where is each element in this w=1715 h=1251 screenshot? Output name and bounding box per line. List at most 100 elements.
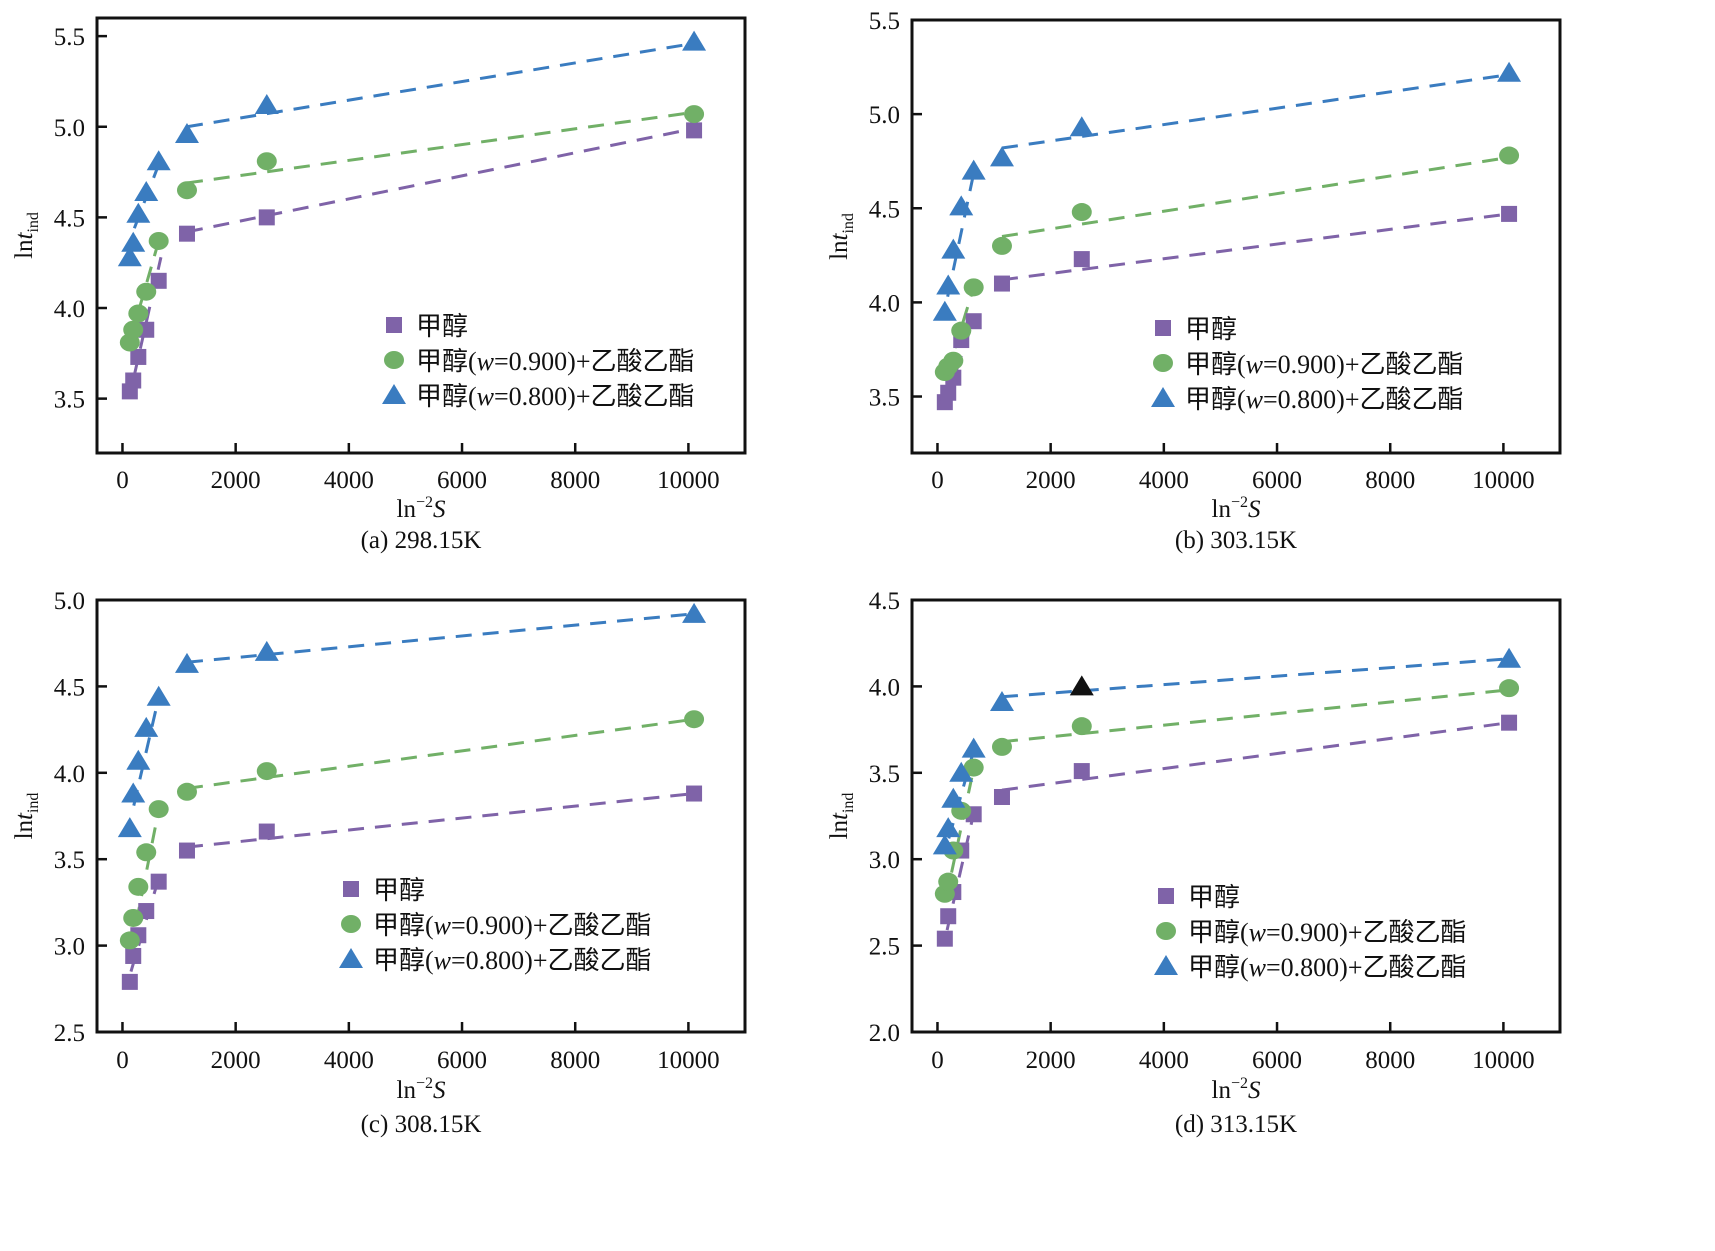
legend-marker-1 <box>1155 320 1171 336</box>
legend-marker-1 <box>343 881 359 897</box>
y-tick-label: 5.0 <box>869 102 900 129</box>
x-tick-label: 8000 <box>550 1047 600 1074</box>
x-tick-label: 8000 <box>1365 467 1415 494</box>
fit-line-series-3 <box>947 748 976 839</box>
data-point-series-1 <box>1501 205 1518 222</box>
data-point-series-3 <box>941 238 966 259</box>
y-tick-label: 3.0 <box>869 847 900 874</box>
x-tick-label: 0 <box>116 1047 129 1074</box>
legend-label-3: 甲醇(w=0.800)+乙酸乙酯 <box>416 382 695 411</box>
x-tick-label: 6000 <box>437 1047 487 1074</box>
data-point-series-2 <box>148 800 169 819</box>
data-point-series-3 <box>961 159 986 180</box>
fit-line-series-1 <box>129 876 161 972</box>
data-point-series-1 <box>965 313 982 330</box>
data-point-series-2 <box>1071 203 1092 222</box>
data-point-series-3 <box>682 602 707 623</box>
data-point-series-2 <box>963 758 984 777</box>
y-tick-label: 5.0 <box>54 115 85 142</box>
data-point-series-3 <box>134 181 159 201</box>
plot-frame <box>910 18 1562 455</box>
data-point-series-3 <box>117 246 142 267</box>
panel-caption: (d) 313.15K <box>1175 1111 1297 1138</box>
y-tick-label: 4.0 <box>54 761 85 788</box>
plot-frame <box>910 598 1562 1034</box>
panel-b: 0 2000 4000 6000 8000 10000 3.5 4.0 4.5 5.0 5.5 lnt… <box>826 8 1562 554</box>
panel-caption: (a) 298.15K <box>361 527 482 554</box>
x-tick-label: 10000 <box>1472 1047 1535 1074</box>
panel-caption: (c) 308.15K <box>361 1111 482 1138</box>
data-point-series-3 <box>1069 675 1094 696</box>
plot-frame <box>95 598 747 1034</box>
legend-marker-2 <box>384 351 404 369</box>
data-point-series-3 <box>932 834 957 855</box>
data-point-series-1 <box>150 873 167 890</box>
data-point-series-2 <box>951 321 972 340</box>
data-point-series-3 <box>989 146 1014 167</box>
x-axis-title: ln−2S <box>1212 1075 1261 1104</box>
data-point-series-2 <box>128 877 149 896</box>
data-point-series-1 <box>150 272 167 289</box>
x-tick-label: 4000 <box>1139 467 1189 494</box>
legend-marker-1 <box>386 317 402 333</box>
data-point-series-3 <box>936 817 961 838</box>
y-axis-title: lntind <box>826 793 857 840</box>
data-point-series-3 <box>134 716 159 737</box>
data-point-series-2 <box>148 231 169 250</box>
y-tick-label: 3.5 <box>869 761 900 788</box>
x-tick-label: 10000 <box>657 467 720 494</box>
y-axis-title: lntind <box>11 793 42 840</box>
data-point-series-2 <box>1071 717 1092 736</box>
data-point-series-3 <box>174 652 199 673</box>
data-point-series-2 <box>1499 146 1520 165</box>
y-tick-label: 3.5 <box>54 387 85 414</box>
data-point-series-3 <box>121 782 146 803</box>
x-tick-label: 4000 <box>324 1047 374 1074</box>
data-point-series-3 <box>146 685 171 706</box>
legend-label-2: 甲醇(w=0.900)+乙酸乙酯 <box>1185 350 1464 379</box>
x-tick-label: 6000 <box>1252 1047 1302 1074</box>
data-point-series-1 <box>258 823 275 840</box>
data-point-series-3 <box>989 690 1014 711</box>
fit-line-series-3 <box>1001 73 1510 150</box>
data-point-series-3 <box>949 195 974 216</box>
legend-marker-3 <box>339 948 363 968</box>
data-point-series-3 <box>1497 61 1522 82</box>
y-tick-label: 2.0 <box>869 1020 900 1047</box>
y-tick-label: 3.0 <box>54 934 85 961</box>
data-point-series-2 <box>176 782 197 801</box>
y-tick-label: 2.5 <box>54 1020 85 1047</box>
data-point-series-2 <box>123 320 144 339</box>
y-tick-label: 4.0 <box>869 290 900 317</box>
data-point-series-2 <box>684 105 705 124</box>
x-tick-label: 6000 <box>437 467 487 494</box>
legend-label-3: 甲醇(w=0.800)+乙酸乙酯 <box>1188 953 1467 982</box>
plot-frame <box>95 16 747 455</box>
x-tick-label: 10000 <box>657 1047 720 1074</box>
x-tick-label: 0 <box>931 467 944 494</box>
data-point-series-3 <box>174 123 199 143</box>
panel-c: 0 2000 4000 6000 8000 10000 2.5 3.0 3.5 4.0 4.5 5.0… <box>11 588 747 1138</box>
legend-marker-3 <box>1154 955 1178 975</box>
fit-line-series-3 <box>132 694 161 806</box>
data-point-series-2 <box>128 304 149 323</box>
x-tick-label: 8000 <box>1365 1047 1415 1074</box>
data-point-series-1 <box>125 947 142 964</box>
data-point-series-1 <box>686 785 703 802</box>
y-tick-label: 4.5 <box>869 588 900 615</box>
fit-line-series-3 <box>946 170 976 298</box>
data-point-series-2 <box>119 931 140 950</box>
x-tick-label: 0 <box>116 467 129 494</box>
y-tick-label: 2.5 <box>869 934 900 961</box>
data-point-series-1 <box>258 209 275 226</box>
panel-caption: (b) 303.15K <box>1175 527 1297 554</box>
legend-label-1: 甲醇 <box>373 876 425 905</box>
data-point-series-3 <box>126 749 151 770</box>
data-point-series-3 <box>254 94 279 114</box>
x-axis-title: ln−2S <box>397 494 446 523</box>
legend-label-2: 甲醇(w=0.900)+乙酸乙酯 <box>416 347 695 376</box>
x-tick-label: 2000 <box>1026 467 1076 494</box>
x-axis-title: ln−2S <box>1212 494 1261 523</box>
x-tick-label: 0 <box>931 1047 944 1074</box>
